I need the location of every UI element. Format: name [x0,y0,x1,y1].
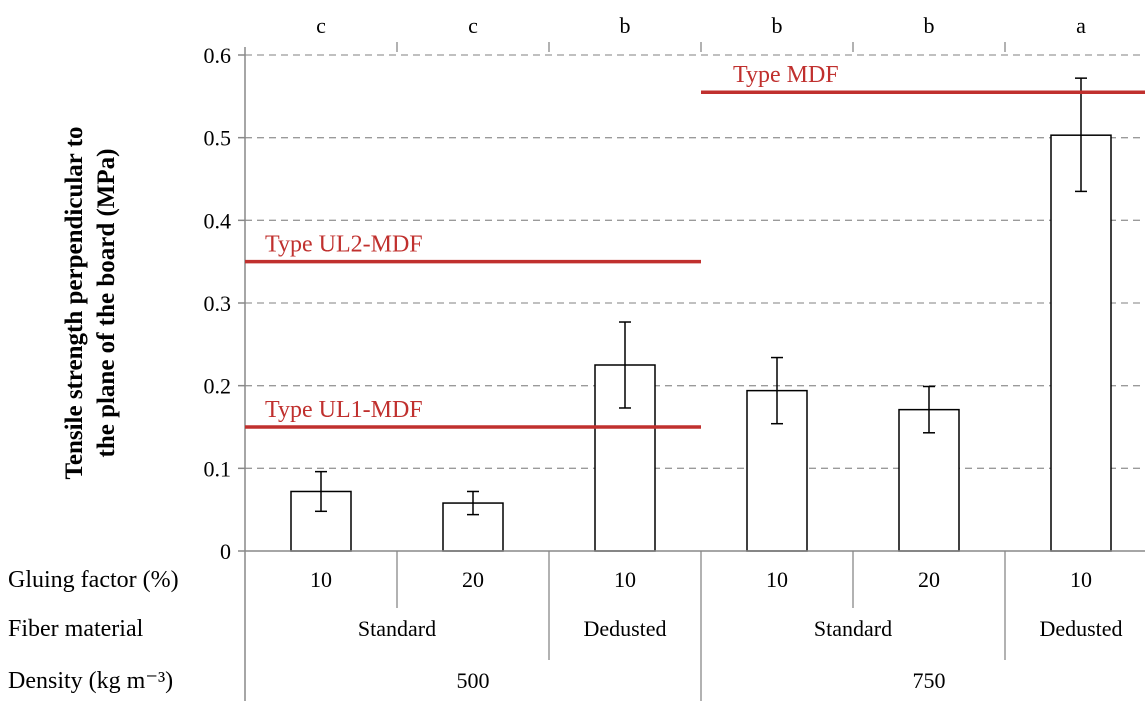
row-0-group-3: 10 [766,567,788,592]
row-1-group-1: Dedusted [583,616,666,641]
y-tick-label-6: 0.6 [204,43,232,68]
y-tick-label-0: 0 [220,539,231,564]
row-0-group-4: 20 [918,567,940,592]
row-label-1: Fiber material [8,616,144,642]
row-0-group-1: 20 [462,567,484,592]
row-0-group-5: 10 [1070,567,1092,592]
significance-letter-5: a [1076,13,1086,38]
y-tick-label-3: 0.3 [204,291,232,316]
y-axis-title-line-1: Tensile strength perpendicular to [61,126,88,479]
row-2-group-1: 750 [913,668,946,693]
row-0-group-0: 10 [310,567,332,592]
row-1-group-2: Standard [814,616,892,641]
reference-label-0: Type UL1-MDF [265,397,423,423]
significance-letter-4: b [924,13,935,38]
y-tick-label-5: 0.5 [204,126,232,151]
y-tick-label-1: 0.1 [204,456,232,481]
significance-letter-3: b [772,13,783,38]
row-label-0: Gluing factor (%) [8,567,179,593]
reference-label-2: Type MDF [733,62,839,88]
significance-letter-1: c [468,13,478,38]
row-1-group-0: Standard [358,616,436,641]
significance-letter-2: b [620,13,631,38]
y-axis-title-line-2: the plane of the board (MPa) [93,149,120,458]
reference-label-1: Type UL2-MDF [265,232,423,258]
row-2-group-0: 500 [457,668,490,693]
row-0-group-2: 10 [614,567,636,592]
significance-letter-0: c [316,13,326,38]
row-1-group-3: Dedusted [1039,616,1122,641]
row-label-2: Density (kg m⁻³) [8,668,173,694]
y-tick-label-2: 0.2 [204,374,232,399]
y-tick-label-4: 0.4 [204,208,232,233]
bar-5 [1050,134,1112,552]
